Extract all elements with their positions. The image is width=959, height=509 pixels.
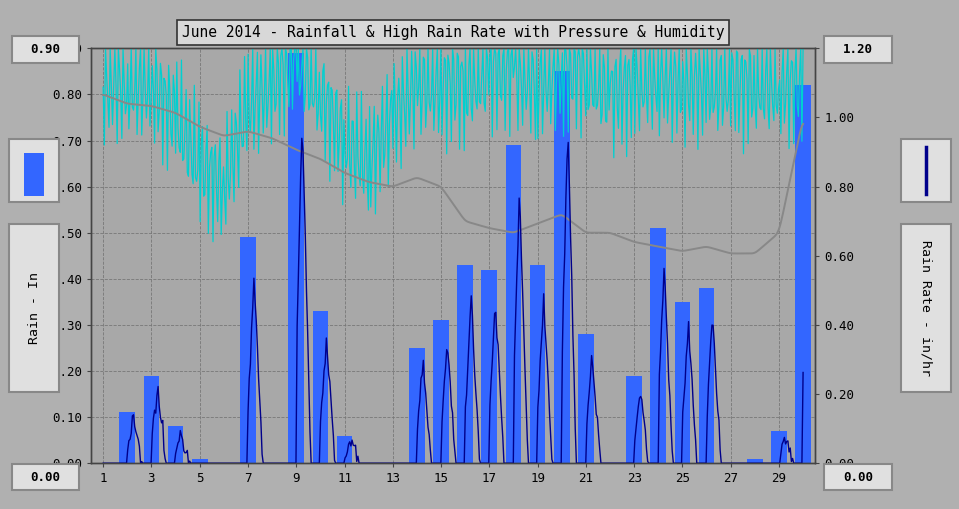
Text: Rain Rate - in/hr: Rain Rate - in/hr [920, 240, 932, 376]
Title: June 2014 - Rainfall & High Rain Rate with Pressure & Humidity: June 2014 - Rainfall & High Rain Rate wi… [182, 25, 724, 40]
Bar [120, 412, 135, 463]
Bar [481, 270, 497, 463]
Bar [626, 376, 642, 463]
FancyBboxPatch shape [12, 37, 80, 63]
Text: 0.00: 0.00 [31, 471, 60, 484]
Bar [192, 459, 207, 463]
Bar [240, 237, 256, 463]
FancyBboxPatch shape [824, 464, 892, 490]
FancyBboxPatch shape [10, 139, 58, 202]
Bar [578, 334, 594, 463]
Bar [337, 436, 352, 463]
FancyBboxPatch shape [10, 224, 58, 392]
FancyBboxPatch shape [901, 224, 950, 392]
FancyBboxPatch shape [901, 139, 950, 202]
Bar [699, 288, 714, 463]
Bar [771, 431, 786, 463]
FancyBboxPatch shape [12, 464, 80, 490]
Bar [795, 85, 811, 463]
Bar [144, 376, 159, 463]
Bar [24, 153, 44, 195]
Bar [313, 311, 328, 463]
Bar [505, 145, 522, 463]
Text: Rain - In: Rain - In [28, 272, 40, 344]
Bar [168, 427, 183, 463]
Bar [674, 302, 690, 463]
Bar [529, 265, 546, 463]
Text: 0.90: 0.90 [31, 43, 60, 56]
Bar [457, 265, 473, 463]
Bar [289, 53, 304, 463]
Bar [554, 71, 570, 463]
Bar [409, 348, 425, 463]
Bar [433, 320, 449, 463]
FancyBboxPatch shape [824, 37, 892, 63]
Bar [650, 228, 667, 463]
Bar [747, 459, 762, 463]
Text: 0.00: 0.00 [843, 471, 873, 484]
Text: 1.20: 1.20 [843, 43, 873, 56]
